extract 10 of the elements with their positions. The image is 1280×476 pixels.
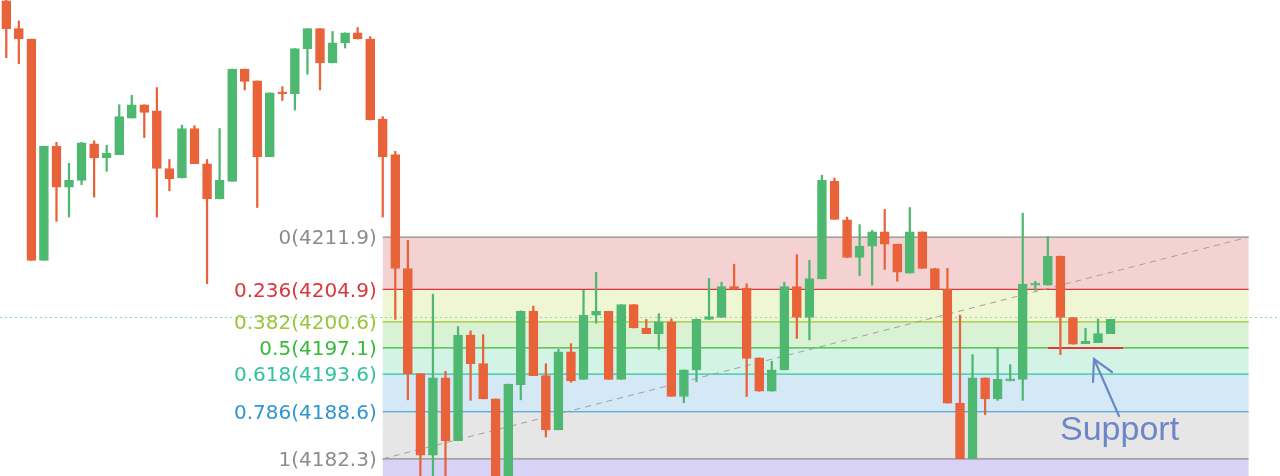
annotation: Support: [1060, 409, 1180, 447]
candlestick: [214, 128, 225, 200]
annotation: 1(4182.3): [278, 447, 377, 472]
annotation: 0.786(4188.6): [233, 399, 377, 424]
candlestick: [854, 224, 865, 276]
annotation: 0(4211.9): [278, 225, 377, 250]
annotation: 0.5(4197.1): [259, 336, 377, 361]
annotation: 0.382(4200.6): [233, 309, 377, 334]
annotation: 0.618(4193.6): [233, 362, 377, 387]
annotation: 0.236(4204.9): [233, 277, 377, 302]
